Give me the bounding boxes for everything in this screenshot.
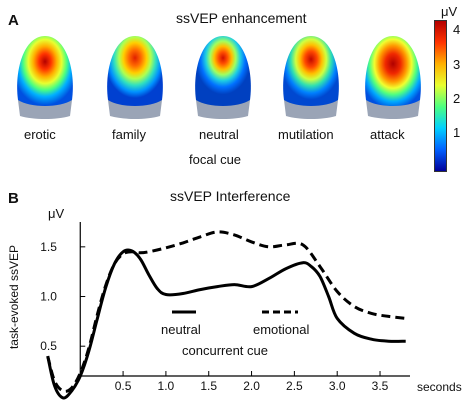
y-tick-label: 1.0 — [40, 290, 57, 304]
legend-emotional-label: emotional — [253, 322, 310, 337]
head-label-family: family — [112, 127, 146, 142]
x-tick-label: 2.5 — [286, 379, 303, 393]
x-tick-label: 3.0 — [329, 379, 346, 393]
head-label-erotic: erotic — [24, 127, 56, 142]
colorbar-tick-1: 1 — [453, 125, 461, 140]
head-label-neutral: neutral — [199, 127, 239, 142]
legend-neutral-label: neutral — [161, 322, 201, 337]
y-tick-label: 0.5 — [40, 339, 57, 353]
head-map-neutral — [195, 36, 251, 119]
panel-b-title: ssVEP Interference — [170, 188, 291, 204]
x-tick-label: 1.0 — [158, 379, 175, 393]
head-label-mutilation: mutilation — [278, 127, 334, 142]
head-map-family — [107, 36, 163, 119]
x-tick-label: 1.5 — [200, 379, 217, 393]
colorbar — [434, 20, 447, 172]
head-map-attack — [365, 36, 421, 119]
colorbar-unit: μV — [441, 4, 458, 19]
y-unit-label: μV — [48, 206, 65, 221]
y-tick-label: 1.5 — [40, 240, 57, 254]
head-map-erotic — [17, 36, 73, 119]
head-label-attack: attack — [370, 127, 405, 142]
colorbar-tick-2: 2 — [453, 91, 461, 106]
x-tick-label: 3.5 — [372, 379, 389, 393]
colorbar-tick-3: 3 — [453, 57, 461, 72]
head-map-mutilation — [283, 36, 339, 119]
panel-a-title: ssVEP enhancement — [176, 10, 307, 26]
panel-a-letter: A — [8, 12, 19, 29]
legend-caption: concurrent cue — [182, 343, 268, 358]
x-unit-label: seconds — [417, 380, 462, 394]
series-line-emotional — [46, 230, 406, 393]
focal-cue-label: focal cue — [189, 152, 242, 167]
x-tick-label: 0.5 — [115, 379, 132, 393]
colorbar-tick-4: 4 — [453, 22, 461, 37]
x-tick-label: 2.0 — [243, 379, 260, 393]
panel-b-letter: B — [8, 190, 19, 207]
